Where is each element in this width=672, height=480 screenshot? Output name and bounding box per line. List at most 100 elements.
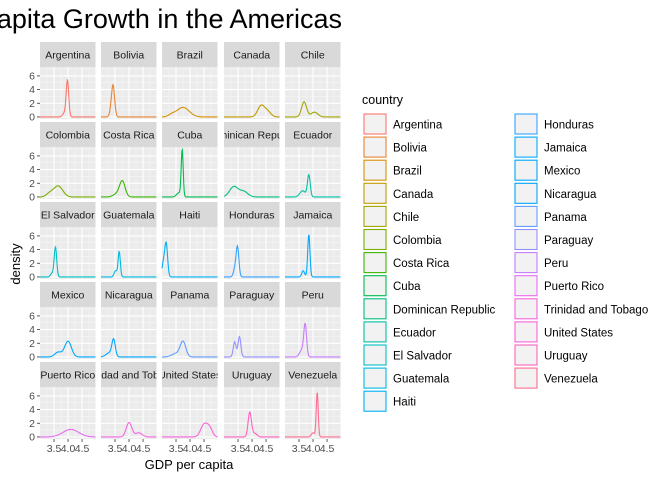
x-tick-label: 4.0 (245, 443, 260, 455)
legend-item-guatemala: Guatemala (363, 367, 450, 389)
facet-colombia: Colombia (39, 122, 96, 199)
legend-item-paraguay: Paraguay (514, 228, 593, 251)
facet-label: Ecuador (293, 130, 333, 142)
y-tick-label: 0 (29, 192, 35, 204)
y-tick-label: 2 (29, 178, 35, 190)
density-line (40, 78, 96, 118)
x-tick-label: 4.5 (75, 443, 90, 455)
legend-item-argentina: Argentina (363, 113, 443, 135)
legend-key (514, 113, 538, 135)
legend-item-chile: Chile (363, 205, 419, 227)
facet-guatemala: Guatemala (101, 202, 157, 279)
density-line (224, 244, 280, 278)
legend-key (514, 298, 538, 320)
legend-item-haiti: Haiti (363, 390, 416, 412)
facet-strip (40, 282, 96, 307)
facet-label: Paraguay (229, 290, 275, 302)
x-tick-label: 3.5 (47, 443, 62, 455)
legend-label: Panama (544, 212, 587, 224)
legend-item-colombia: Colombia (363, 228, 442, 251)
facet-strip (101, 42, 157, 67)
legend-key (363, 390, 387, 412)
legend-item-united-states: United States (514, 321, 613, 343)
legend-label: Nicaragua (544, 189, 597, 201)
facet-strip (162, 122, 218, 147)
legend-item-venezuela: Venezuela (514, 367, 598, 389)
facet-chile: Chile (285, 42, 341, 119)
y-tick-label: 4 (29, 244, 35, 256)
density-line (224, 335, 280, 358)
facet-strip (285, 42, 341, 67)
density-line (39, 185, 96, 198)
facet-paraguay: Paraguay (224, 282, 280, 359)
x-tick-label: 3.5 (108, 443, 123, 455)
legend-label: Ecuador (393, 327, 436, 339)
density-line (285, 322, 341, 358)
facet-label: Trinidad and Tobago (81, 370, 176, 382)
density-line (40, 428, 96, 438)
density-line (101, 421, 157, 438)
y-tick-label: 6 (29, 310, 35, 322)
legend-label: Haiti (393, 397, 416, 409)
density-line (285, 234, 341, 278)
legend-key (363, 113, 387, 135)
legend-label: Puerto Rico (544, 281, 604, 293)
facet-label: Bolivia (113, 50, 144, 62)
facet-strip (162, 202, 218, 227)
facet-strip (224, 202, 280, 227)
legend-item-trinidad-and-tobago: Trinidad and Tobago (514, 298, 648, 320)
legend-label: Brazil (393, 166, 422, 178)
legend-key (514, 367, 538, 389)
facet-uruguay: Uruguay (224, 362, 280, 439)
facet-strip (162, 362, 218, 387)
y-tick-label: 6 (29, 230, 35, 242)
facet-label: Canada (233, 50, 270, 62)
legend-label: Bolivia (393, 143, 427, 155)
density-line (101, 250, 157, 278)
facet-nicaragua: Nicaragua (100, 282, 157, 359)
facet-honduras: Honduras (224, 202, 280, 279)
legend-key (363, 252, 387, 274)
y-tick-label: 0 (29, 272, 35, 284)
legend-key (363, 159, 387, 181)
facet-label: Guatemala (103, 210, 155, 222)
facet-trinidad-and-tobago: Trinidad and Tobago (81, 362, 176, 439)
facet-label: Chile (301, 50, 325, 62)
legend-label: Colombia (393, 235, 442, 247)
legend-key (514, 344, 538, 366)
density-line (161, 241, 218, 278)
legend-item-bolivia: Bolivia (363, 136, 427, 158)
legend-label: Paraguay (544, 235, 593, 247)
facet-el-salvador: El Salvador (40, 202, 96, 279)
facet-strip (285, 122, 341, 147)
facet-strip (285, 202, 341, 227)
x-tick-label: 3.5 (231, 443, 246, 455)
legend-key (514, 321, 538, 343)
y-tick-label: 2 (29, 98, 35, 110)
facet-strip (40, 122, 96, 147)
facet-canada: Canada (224, 42, 280, 119)
facet-dominican-republic: Dominican Republic (223, 122, 280, 199)
legend-item-ecuador: Ecuador (363, 321, 436, 343)
facet-label: Argentina (45, 50, 90, 62)
facet-label: Brazil (177, 50, 203, 62)
x-tick-label: 3.5 (292, 443, 307, 455)
legend-item-mexico: Mexico (514, 159, 580, 181)
y-tick-label: 4 (29, 404, 35, 416)
legend-key (363, 182, 387, 204)
facet-strip (101, 122, 157, 147)
legend-key (514, 136, 538, 158)
legend-label: Uruguay (544, 351, 588, 363)
legend-item-brazil: Brazil (363, 159, 422, 181)
y-tick-label: 2 (29, 258, 35, 270)
facet-strip (40, 42, 96, 67)
legend-label: Chile (393, 212, 419, 224)
facet-strip (162, 42, 218, 67)
y-tick-label: 4 (29, 164, 35, 176)
y-axis-title: density (8, 243, 23, 285)
legend-key (514, 159, 538, 181)
density-line (162, 147, 218, 198)
legend-item-nicaragua: Nicaragua (514, 182, 597, 204)
